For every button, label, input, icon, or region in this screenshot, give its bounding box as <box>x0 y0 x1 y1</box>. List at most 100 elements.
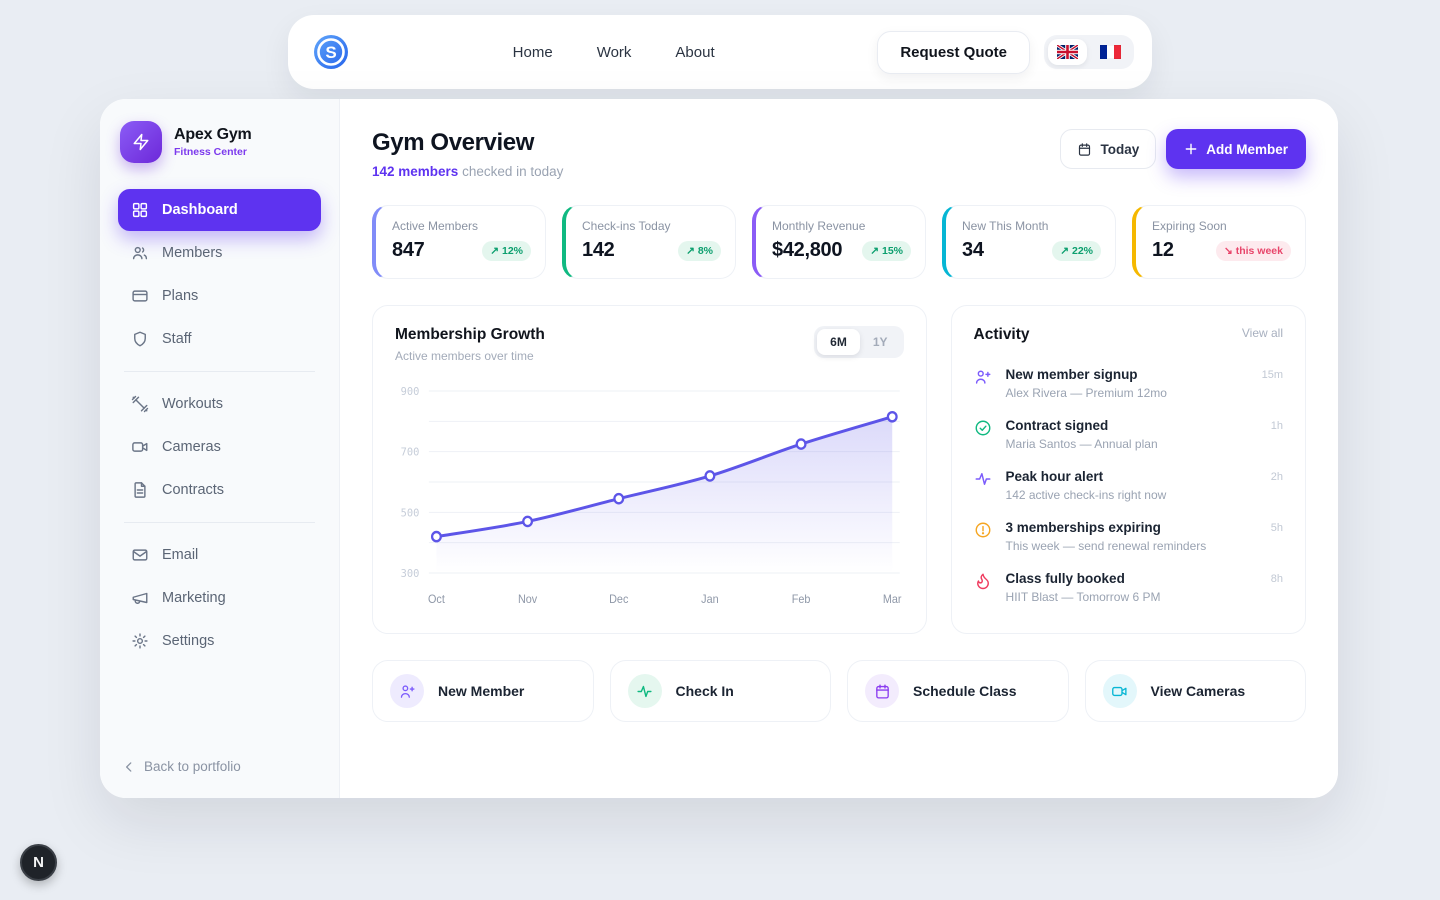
page-subtitle: 142 members checked in today <box>372 164 563 179</box>
stat-label: Expiring Soon <box>1152 219 1227 233</box>
sidebar-item-label: Marketing <box>162 590 226 606</box>
trend-label: 8% <box>697 244 713 257</box>
trend-up-icon: ↗ <box>1060 244 1070 257</box>
request-quote-button[interactable]: Request Quote <box>877 30 1030 74</box>
svg-text:Feb: Feb <box>792 594 811 606</box>
nav-link-work[interactable]: Work <box>596 43 632 61</box>
stat-value: $42,800 <box>772 239 843 261</box>
sidebar-item-members[interactable]: Members <box>118 232 321 274</box>
check-in-action[interactable]: Check In <box>609 660 831 722</box>
trend-down-icon: ↘ <box>1223 244 1233 257</box>
schedule-class-action[interactable]: Schedule Class <box>847 660 1069 722</box>
sidebar-item-label: Plans <box>162 288 199 304</box>
range-6m-button[interactable]: 6M <box>817 329 860 355</box>
back-to-portfolio-link[interactable]: Back to portfolio <box>118 753 321 780</box>
check-circle-icon <box>974 419 994 437</box>
sidebar-item-email[interactable]: Email <box>118 534 321 576</box>
users-icon <box>131 244 149 262</box>
sidebar-item-label: Staff <box>162 331 192 347</box>
trend-label: 22% <box>1071 244 1093 257</box>
stat-label: Check-ins Today <box>582 219 671 233</box>
chart-subtitle: Active members over time <box>395 349 534 363</box>
calendar-icon <box>865 674 899 708</box>
trend-up-icon: ↗ <box>686 244 695 257</box>
language-en-button[interactable] <box>1048 39 1087 65</box>
range-1y-button[interactable]: 1Y <box>860 329 901 355</box>
trend-label: 15% <box>881 244 903 257</box>
sidebar-divider <box>124 522 315 523</box>
today-button[interactable]: Today <box>1060 129 1157 169</box>
quick-action-label: New Member <box>438 683 525 699</box>
activity-item-title: Contract signed <box>1005 418 1109 433</box>
activity-item: New member signup Alex Rivera — Premium … <box>974 358 1283 409</box>
checked-in-text: checked in today <box>458 164 564 179</box>
trend-badge: ↗ 12% <box>482 240 531 261</box>
activity-list: New member signup Alex Rivera — Premium … <box>974 358 1283 613</box>
stat-value: 12 <box>1152 239 1174 261</box>
user-plus-icon <box>974 368 994 386</box>
sidebar-item-label: Cameras <box>162 439 221 455</box>
site-logo-icon: S <box>314 35 348 69</box>
nav-link-about[interactable]: About <box>675 43 715 61</box>
sidebar-item-cameras[interactable]: Cameras <box>118 426 321 468</box>
sidebar-divider <box>124 371 315 372</box>
alert-circle-icon <box>974 521 994 539</box>
site-logo[interactable]: S <box>312 33 350 71</box>
svg-text:900: 900 <box>401 385 420 398</box>
video-camera-icon <box>131 438 149 456</box>
sidebar-item-label: Members <box>162 245 223 261</box>
sidebar-item-contracts[interactable]: Contracts <box>118 469 321 511</box>
today-label: Today <box>1100 141 1140 157</box>
activity-title: Activity <box>973 326 1030 343</box>
view-cameras-action[interactable]: View Cameras <box>1084 660 1306 722</box>
new-member-action[interactable]: New Member <box>372 660 594 722</box>
page-title: Gym Overview <box>372 129 534 156</box>
sidebar-item-marketing[interactable]: Marketing <box>118 577 321 619</box>
flag-uk-icon <box>1057 45 1078 59</box>
stat-value: 34 <box>962 239 984 261</box>
nav-link-home[interactable]: Home <box>512 43 553 61</box>
quick-action-label: Check In <box>675 683 734 699</box>
trend-badge: ↘ this week <box>1215 240 1291 261</box>
chevron-left-icon <box>126 761 132 772</box>
sidebar-item-workouts[interactable]: Workouts <box>118 383 321 425</box>
activity-item: Peak hour alert 142 active check-ins rig… <box>974 460 1283 511</box>
svg-text:Oct: Oct <box>428 594 446 606</box>
sidebar-item-settings[interactable]: Settings <box>118 620 321 662</box>
flame-icon <box>974 572 994 590</box>
sidebar-nav: Dashboard Members Plans Staff <box>118 189 321 663</box>
sidebar-item-plans[interactable]: Plans <box>118 275 321 317</box>
svg-text:Nov: Nov <box>518 594 538 606</box>
view-all-link[interactable]: View all <box>1241 326 1283 340</box>
activity-item-detail: This week — send renewal reminders <box>1005 539 1207 553</box>
floating-n-badge[interactable]: N <box>20 844 57 881</box>
stat-card-monthly-revenue: Monthly Revenue $42,800 ↗ 15% <box>752 205 926 279</box>
stat-label: Active Members <box>392 219 479 233</box>
trend-up-icon: ↗ <box>870 244 880 257</box>
svg-text:300: 300 <box>401 567 420 580</box>
lightning-bolt-icon <box>133 133 149 151</box>
trend-badge: ↗ 15% <box>862 240 911 261</box>
sidebar-item-staff[interactable]: Staff <box>118 318 321 360</box>
activity-item: Class fully booked HIIT Blast — Tomorrow… <box>974 562 1283 613</box>
dashboard-window: Apex Gym Fitness Center Dashboard Member… <box>100 99 1338 798</box>
stats-row: Active Members 847 ↗ 12% Check-ins Today… <box>372 205 1306 279</box>
trend-label: 12% <box>501 244 523 257</box>
main-content: Gym Overview 142 members checked in toda… <box>340 99 1338 798</box>
sidebar-item-label: Settings <box>162 633 215 649</box>
svg-text:Mar: Mar <box>883 594 902 606</box>
line-chart: 900 700 500 300 Oct Nov Dec Jan Feb Mar <box>401 385 902 606</box>
activity-item-time: 15m <box>1261 369 1283 381</box>
sidebar-item-dashboard[interactable]: Dashboard <box>118 189 321 231</box>
video-camera-icon <box>1102 674 1137 708</box>
trend-up-icon: ↗ <box>490 244 500 257</box>
chart-title: Membership Growth <box>395 326 545 343</box>
language-fr-button[interactable] <box>1091 39 1130 65</box>
stat-label: New This Month <box>962 219 1049 233</box>
activity-item-time: 8h <box>1270 573 1283 585</box>
gym-name: Apex Gym <box>174 126 252 143</box>
chart-range-toggle: 6M 1Y <box>814 326 904 358</box>
activity-item-time: 5h <box>1270 522 1283 534</box>
credit-card-icon <box>131 287 149 305</box>
add-member-button[interactable]: Add Member <box>1166 129 1306 169</box>
